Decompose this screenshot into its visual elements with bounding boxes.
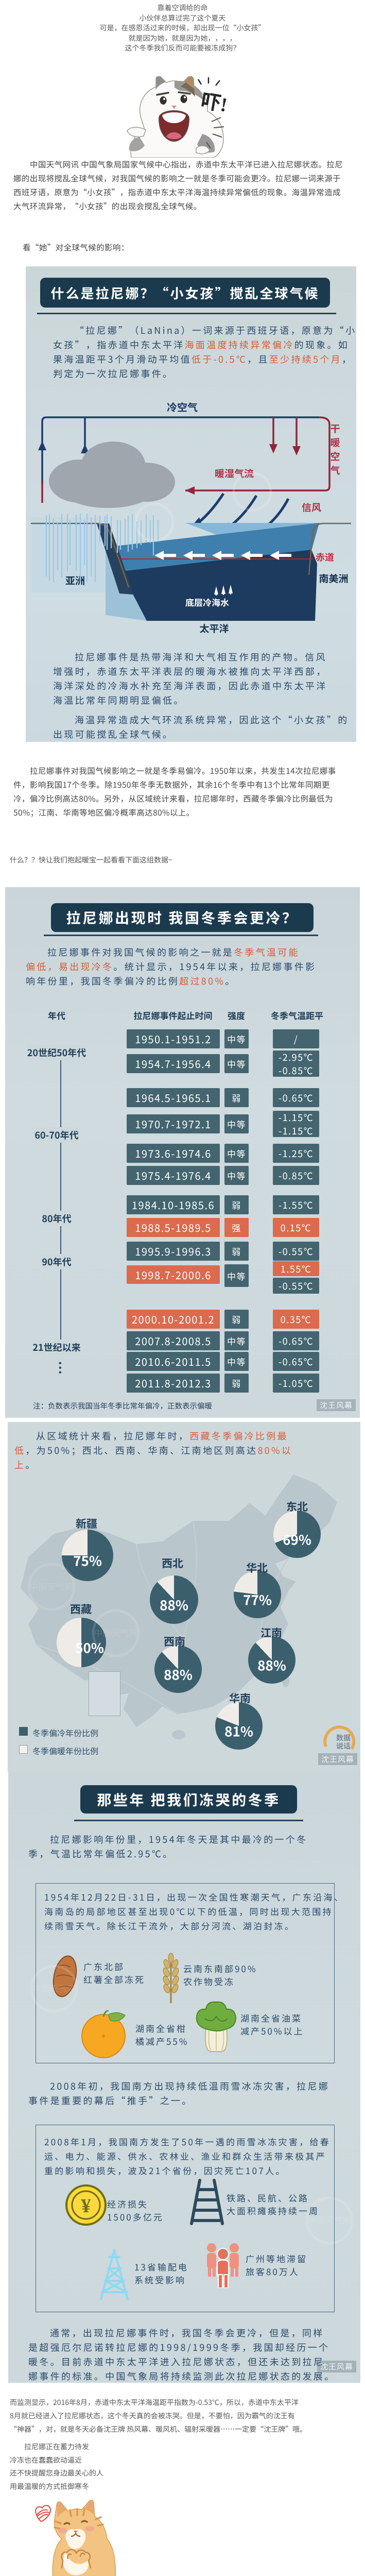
- svg-text:干暖空气: 干暖空气: [328, 421, 342, 477]
- svg-text:说话: 说话: [336, 1741, 351, 1751]
- svg-text:中国天气网: 中国天气网: [32, 1981, 76, 1994]
- svg-text:吓!: 吓!: [199, 85, 230, 117]
- svg-text:亚洲: 亚洲: [65, 573, 85, 587]
- svg-text:暖湿气流: 暖湿气流: [215, 466, 254, 480]
- svg-text:中国天气网: 中国天气网: [30, 1580, 74, 1592]
- svg-text:¥: ¥: [81, 2190, 91, 2218]
- svg-text:中国天气网: 中国天气网: [94, 1626, 138, 1639]
- svg-text:赤道: 赤道: [316, 550, 334, 564]
- svg-text:底层冷海水: 底层冷海水: [185, 596, 229, 608]
- svg-text:南美洲: 南美洲: [319, 571, 348, 585]
- svg-text:中国天气网: 中国天气网: [308, 2213, 352, 2226]
- svg-text:太平洋: 太平洋: [199, 621, 229, 635]
- svg-text:信风: 信风: [302, 500, 321, 514]
- svg-text:数据: 数据: [336, 1733, 351, 1743]
- svg-text:冷空气: 冷空气: [167, 399, 198, 414]
